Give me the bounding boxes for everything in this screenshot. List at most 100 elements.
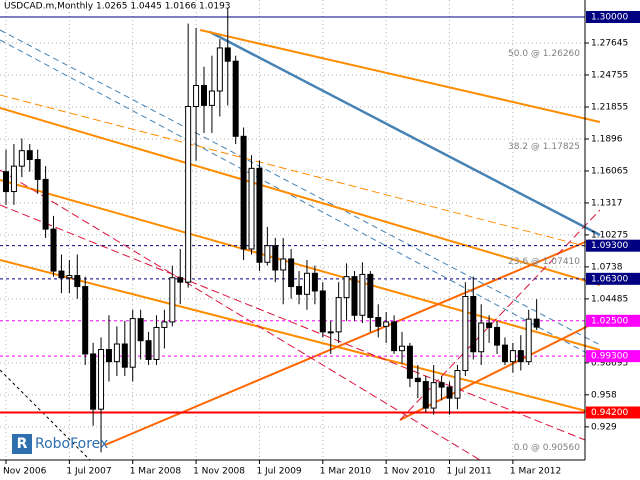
y-tick-label: 1.24755 <box>591 70 628 80</box>
candle-body <box>240 135 247 250</box>
candle-body <box>82 286 89 355</box>
level-label: 0.94200 <box>591 408 628 418</box>
candle-body <box>177 277 184 283</box>
candle-body <box>335 297 342 333</box>
candle-body <box>10 165 17 193</box>
logo-text: RoboForex <box>35 436 108 452</box>
candle-body <box>248 167 255 250</box>
x-tick-label: 1 Mar 2008 <box>130 467 182 477</box>
candle-body <box>193 85 200 107</box>
candle-body <box>50 228 57 272</box>
chart-title: USDCAD.m,Monthly 1.0265 1.0445 1.0166 1.… <box>4 2 231 12</box>
candle-body <box>501 344 508 363</box>
candle-body <box>224 47 231 62</box>
candle-body <box>216 47 223 92</box>
candle-body <box>232 60 239 137</box>
candle-body <box>359 273 366 316</box>
candle-body <box>280 258 287 271</box>
candle-body <box>430 382 437 409</box>
level-box <box>586 239 640 252</box>
candle-body <box>375 316 382 327</box>
candle-body <box>161 321 168 328</box>
candle-body <box>517 350 524 363</box>
candle-body <box>185 105 192 283</box>
candle-body <box>90 353 97 410</box>
y-tick-label: 1.10275 <box>591 230 628 240</box>
y-tick-label: 1.27645 <box>591 39 628 49</box>
y-tick-label: 0.98695 <box>591 358 628 368</box>
logo-mark: R <box>17 436 28 452</box>
candle-body <box>391 321 398 352</box>
y-tick-label: 1.1317 <box>591 198 623 208</box>
candles <box>3 8 540 453</box>
candle-body <box>311 272 318 292</box>
x-tick-label: 1 Nov 2010 <box>383 467 435 477</box>
level-box <box>586 11 640 24</box>
candle-body <box>462 296 469 372</box>
candle-body <box>494 326 501 346</box>
y-tick-label: 1.16065 <box>591 166 628 176</box>
candle-body <box>264 245 271 263</box>
x-tick-label: 1 Nov 2008 <box>193 467 245 477</box>
candle-body <box>58 270 65 279</box>
candle-body <box>486 322 493 328</box>
trend-line <box>0 29 601 346</box>
candle-body <box>351 276 358 316</box>
x-tick-label: Nov 2006 <box>3 467 47 477</box>
candle-body <box>303 272 310 295</box>
candle-body <box>438 382 445 388</box>
candle-body <box>66 275 73 279</box>
trend-line <box>104 239 591 446</box>
candle-body <box>470 296 477 353</box>
y-tick-label: 1.1896 <box>591 134 623 144</box>
y-tick-label: 1.04485 <box>591 294 628 304</box>
trend-line <box>199 29 601 123</box>
trend-line <box>0 259 591 413</box>
candle-body <box>414 377 421 383</box>
candle-body <box>296 286 303 295</box>
candle-body <box>478 322 485 353</box>
fib-label: 23.6 @ 1.07410 <box>508 257 580 267</box>
y-tick-label: 0.958 <box>591 390 617 400</box>
candle-body <box>288 258 295 288</box>
candle-body <box>113 343 120 363</box>
level-label: 1.09300 <box>591 241 628 251</box>
trend-line <box>209 30 601 237</box>
candle-body <box>422 381 429 409</box>
candle-body <box>509 350 516 363</box>
candle-body <box>121 343 128 368</box>
x-tick-label: 1 Jul 2011 <box>447 467 492 477</box>
candle-body <box>446 386 453 399</box>
candle-body <box>406 345 413 379</box>
candle-body <box>319 290 326 333</box>
candle-body <box>42 178 49 230</box>
logo: R RoboForex <box>12 434 108 454</box>
candle-body <box>454 370 461 399</box>
logo-icon <box>12 434 32 454</box>
candle-body <box>18 150 25 167</box>
y-tick-label: 1.21855 <box>591 102 628 112</box>
fib-label: 0.0 @ 0.90560 <box>514 443 581 453</box>
trend-line <box>0 39 601 361</box>
level-label: 1.02500 <box>591 316 628 326</box>
candle-body <box>383 321 390 327</box>
level-box <box>586 350 640 363</box>
trend-line <box>0 94 601 251</box>
candle-body <box>145 340 152 360</box>
level-label: 0.99300 <box>591 352 628 362</box>
y-tick-label: 0.929 <box>591 422 617 432</box>
level-box <box>586 272 640 285</box>
level-label: 1.06300 <box>591 274 628 284</box>
candle-body <box>26 150 33 161</box>
trend-line <box>0 179 601 351</box>
candle-body <box>367 273 374 318</box>
candle-body <box>3 171 9 193</box>
candle-body <box>74 275 81 288</box>
candle-body <box>129 318 136 368</box>
candle-body <box>201 85 207 106</box>
candle-body <box>105 349 112 363</box>
x-tick-label: 1 Jul 2009 <box>256 467 301 477</box>
level-box <box>586 314 640 327</box>
